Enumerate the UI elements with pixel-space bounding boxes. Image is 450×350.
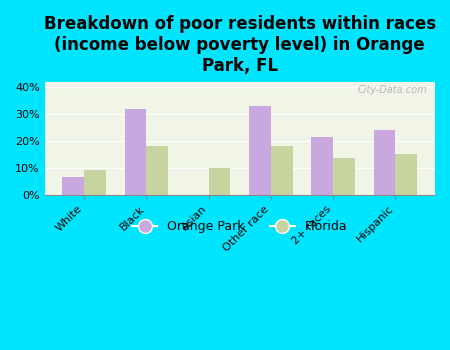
Bar: [125, 108, 146, 195]
Text: City-Data.com: City-Data.com: [358, 85, 427, 95]
Bar: [249, 106, 271, 195]
Title: Breakdown of poor residents within races
(income below poverty level) in Orange
: Breakdown of poor residents within races…: [44, 15, 436, 75]
Bar: [396, 154, 417, 195]
Legend: Orange Park, Florida: Orange Park, Florida: [127, 215, 352, 238]
Bar: [374, 130, 396, 195]
Bar: [84, 170, 106, 195]
Bar: [146, 146, 168, 195]
Bar: [209, 168, 230, 195]
Bar: [333, 158, 355, 195]
Bar: [63, 177, 84, 195]
Bar: [271, 146, 293, 195]
Bar: [311, 137, 333, 195]
